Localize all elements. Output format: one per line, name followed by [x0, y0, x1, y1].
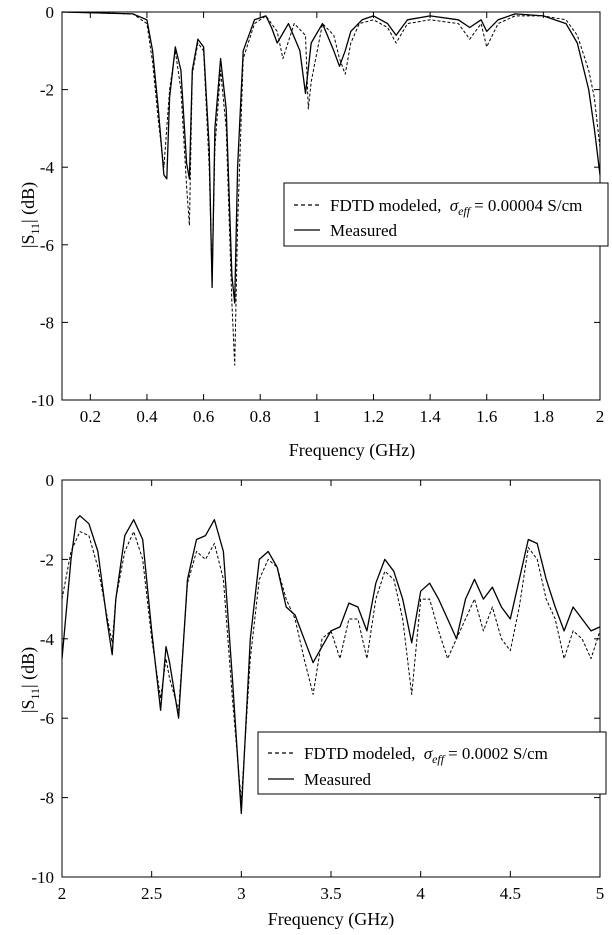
legend-bottom-sigma-sub: eff [432, 752, 446, 766]
x-tick-label-bottom: 5 [596, 884, 605, 903]
x-tick-label-top: 1.2 [363, 407, 384, 426]
series-bottom [61, 515, 601, 815]
legend-top-box [283, 182, 609, 247]
measured-line-top [61, 11, 601, 304]
x-tick-label-top: 1.8 [533, 407, 554, 426]
legend-top: FDTD modeled, σeff = 0.00004 S/cm Measure… [283, 182, 609, 247]
series-top [61, 11, 601, 366]
y-tick-label-top: -6 [40, 236, 54, 255]
x-tick-label-bottom: 3 [237, 884, 246, 903]
x-axis-label-bottom: Frequency (GHz) [268, 909, 394, 930]
y-tick-label-bottom: -2 [40, 550, 54, 569]
x-tick-label-bottom: 4.5 [500, 884, 521, 903]
legend-bottom-sigma-value: = 0.0002 S/cm [448, 744, 548, 763]
legend-top-fdtd-text: FDTD modeled, σeff = 0.00004 S/cm [330, 196, 582, 218]
legend-top-sigma-value: = 0.00004 S/cm [474, 196, 582, 215]
legend-top-fdtd-label: FDTD modeled, [330, 196, 441, 215]
x-tick-label-top: 1.6 [476, 407, 497, 426]
legend-bottom-fdtd-text: FDTD modeled, σeff = 0.0002 S/cm [304, 744, 548, 766]
y-axis-label-top: |S11| (dB) [18, 182, 42, 248]
y-axis-label-top-prefix: |S [18, 235, 38, 249]
y-tick-label-top: -8 [40, 313, 54, 332]
y-axis-label-top-suffix: | (dB) [18, 182, 39, 223]
x-tick-label-top: 0.8 [250, 407, 271, 426]
x-tick-label-top: 0.6 [193, 407, 214, 426]
x-tick-label-top: 1 [313, 407, 322, 426]
x-tick-label-bottom: 4 [416, 884, 425, 903]
x-tick-label-bottom: 2 [58, 884, 67, 903]
y-tick-label-bottom: -4 [40, 630, 55, 649]
y-tick-label-top: -2 [40, 81, 54, 100]
y-tick-label-bottom: -8 [40, 789, 54, 808]
y-axis-label-bottom: |S11| (dB) [18, 647, 42, 713]
chart-top: 0.2 0.4 0.6 0.8 1 1.2 1.4 1.6 1.8 2 0 -2 -4 -6 -8 -10 |… [18, 3, 609, 461]
y-tick-label-top: -10 [31, 391, 54, 410]
x-tick-label-top: 2 [596, 407, 605, 426]
y-tick-label-top: 0 [46, 3, 55, 22]
y-axis-label-bottom-suffix: | (dB) [18, 647, 39, 688]
ticks-bottom: 2 2.5 3 3.5 4 4.5 5 0 -2 -4 -6 -8 -10 [31, 471, 604, 903]
y-tick-label-top: -4 [40, 158, 55, 177]
x-tick-label-top: 0.2 [80, 407, 101, 426]
legend-bottom: FDTD modeled, σeff = 0.0002 S/cm Measured [257, 731, 607, 795]
measured-line-bottom [61, 515, 601, 815]
x-tick-label-top: 0.4 [136, 407, 158, 426]
x-axis-label-top: Frequency (GHz) [289, 440, 415, 461]
x-tick-label-top: 1.4 [419, 407, 441, 426]
legend-bottom-sigma: σ [424, 744, 433, 763]
y-tick-label-bottom: 0 [46, 471, 55, 490]
y-axis-label-top-sub: 11 [28, 223, 42, 235]
legend-bottom-measured-text: Measured [304, 770, 372, 789]
x-tick-label-bottom: 3.5 [320, 884, 341, 903]
y-tick-label-bottom: -6 [40, 709, 54, 728]
legend-bottom-box [257, 731, 607, 795]
chart-bottom: 2 2.5 3 3.5 4 4.5 5 0 -2 -4 -6 -8 -10 |S11| (dB) Fre… [18, 471, 607, 930]
ticks-top: 0.2 0.4 0.6 0.8 1 1.2 1.4 1.6 1.8 2 0 -2 -4 -6 -8 -10 [31, 3, 604, 426]
legend-top-measured-text: Measured [330, 221, 398, 240]
legend-bottom-fdtd-label: FDTD modeled, [304, 744, 415, 763]
legend-top-sigma-sub: eff [458, 204, 472, 218]
x-tick-label-bottom: 2.5 [141, 884, 162, 903]
y-axis-label-bottom-prefix: |S [18, 700, 38, 714]
y-axis-label-bottom-sub: 11 [28, 688, 42, 700]
legend-top-sigma: σ [450, 196, 459, 215]
fdtd-modeled-line-bottom [61, 531, 601, 803]
y-tick-label-bottom: -10 [31, 868, 54, 887]
